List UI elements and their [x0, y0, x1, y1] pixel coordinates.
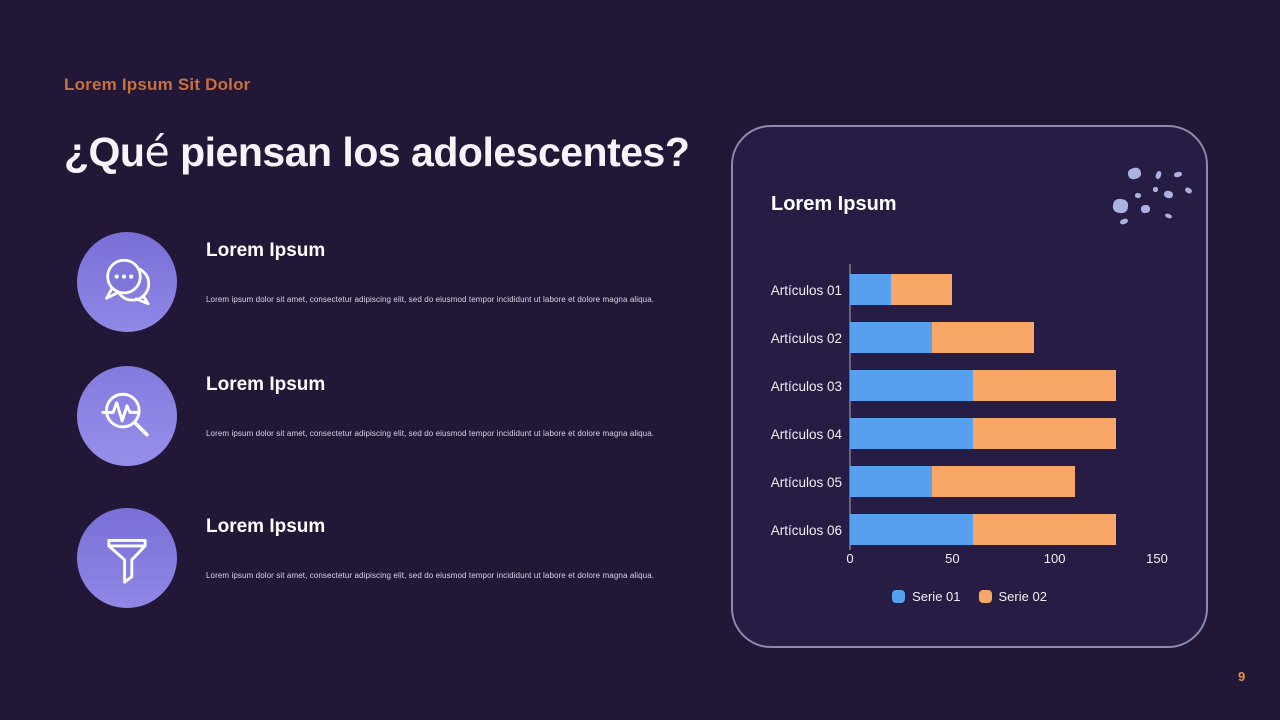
chart-legend: Serie 01 Serie 02	[733, 589, 1206, 604]
bar-segment-serie-01	[850, 274, 891, 305]
legend-swatch	[892, 590, 906, 603]
x-tick-label: 100	[1043, 551, 1066, 566]
list-item-body: Lorem ipsum dolor sit amet, consectetur …	[206, 295, 655, 304]
list-item-title: Lorem Ipsum	[206, 516, 326, 537]
bar-segment-serie-01	[850, 466, 932, 497]
list-item-title: Lorem Ipsum	[206, 240, 326, 261]
chat-bubbles-icon	[77, 232, 177, 332]
list-item-body: Lorem ipsum dolor sit amet, consectetur …	[206, 571, 655, 580]
category-label: Artículos 02	[770, 330, 842, 346]
confetti-decoration	[1108, 155, 1200, 227]
legend-entry: Serie 02	[978, 589, 1047, 604]
category-label: Artículos 05	[770, 474, 842, 490]
list-item-title: Lorem Ipsum	[206, 374, 326, 395]
bar-segment-serie-02	[972, 370, 1117, 401]
bar-segment-serie-02	[931, 322, 1035, 353]
chart-row: Artículos 05	[733, 458, 1206, 506]
bar-segment-serie-02	[972, 418, 1117, 449]
x-tick-label: 150	[1146, 551, 1168, 566]
x-tick-label: 50	[945, 551, 960, 566]
page-heading: ¿Qué piensan los adolescentes?	[64, 128, 690, 176]
chart-row: Artículos 02	[733, 314, 1206, 362]
slide-kicker: Lorem Ipsum Sit Dolor	[64, 75, 251, 94]
pulse-magnifier-icon	[77, 366, 177, 466]
chart-row: Artículos 03	[733, 362, 1206, 410]
bar-segment-serie-01	[850, 370, 973, 401]
category-label: Artículos 01	[770, 282, 842, 298]
legend-swatch	[978, 590, 992, 603]
bar-segment-serie-01	[850, 322, 932, 353]
category-label: Artículos 03	[770, 378, 842, 394]
x-axis-ticks: 0 50 100 150	[733, 551, 1206, 571]
bar-segment-serie-01	[850, 418, 973, 449]
x-tick-label: 0	[846, 551, 854, 566]
chart-card: Lorem Ipsum Artículos 01 Artículos 02 Artí…	[731, 125, 1208, 648]
category-label: Artículos 06	[770, 522, 842, 538]
list-item: Lorem Ipsum Lorem ipsum dolor sit amet, …	[77, 366, 657, 476]
list-item-body: Lorem ipsum dolor sit amet, consectetur …	[206, 429, 655, 438]
list-item: Lorem Ipsum Lorem ipsum dolor sit amet, …	[77, 508, 657, 618]
chart-row: Artículos 04	[733, 410, 1206, 458]
category-label: Artículos 04	[770, 426, 842, 442]
legend-entry: Serie 01	[892, 589, 961, 604]
bar-segment-serie-02	[972, 514, 1117, 545]
bar-segment-serie-02	[931, 466, 1076, 497]
bar-segment-serie-01	[850, 514, 973, 545]
stacked-bar-chart: Artículos 01 Artículos 02 Artículos 03 Artí…	[733, 127, 1206, 646]
bar-segment-serie-02	[890, 274, 953, 305]
chart-row: Artículos 01	[733, 266, 1206, 314]
page-number: 9	[1238, 669, 1246, 684]
legend-label: Serie 02	[998, 589, 1047, 604]
funnel-icon	[77, 508, 177, 608]
chart-title: Lorem Ipsum	[771, 193, 897, 215]
chart-rows: Artículos 01 Artículos 02 Artículos 03 Artí…	[733, 266, 1206, 554]
legend-label: Serie 01	[912, 589, 961, 604]
chart-row: Artículos 06	[733, 506, 1206, 554]
y-axis-line	[849, 264, 851, 550]
list-item: Lorem Ipsum Lorem ipsum dolor sit amet, …	[77, 232, 657, 342]
